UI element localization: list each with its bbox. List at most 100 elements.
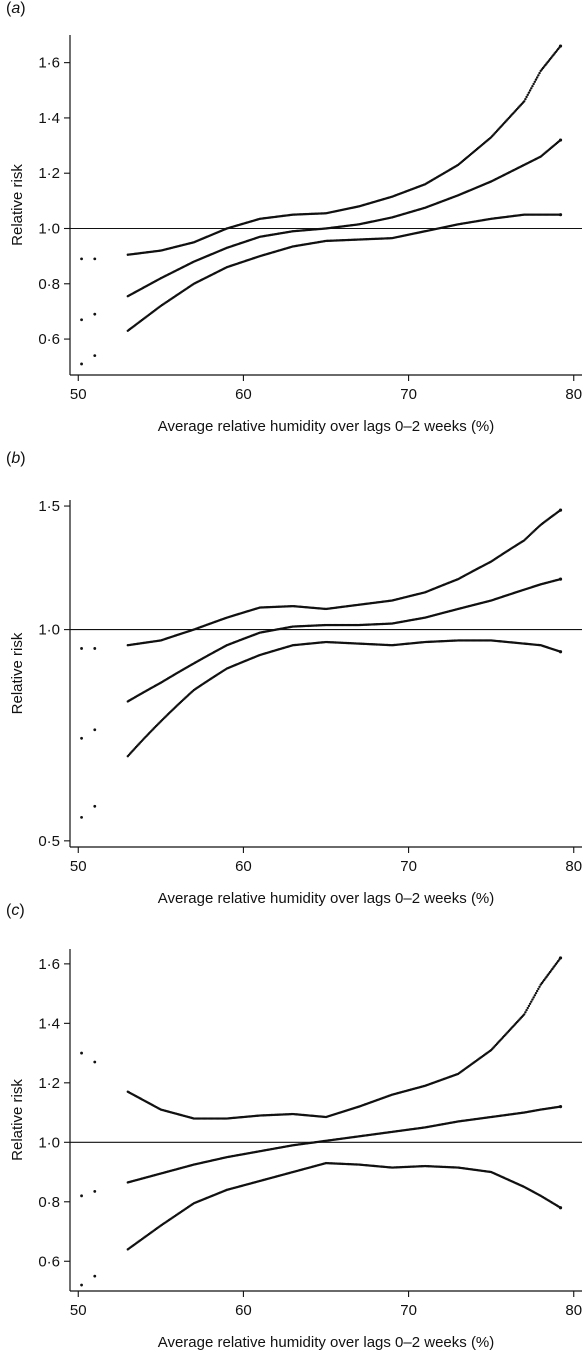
- x-tick-label: 60: [235, 858, 252, 875]
- data-point: [535, 989, 539, 993]
- data-point: [527, 91, 531, 94]
- data-point: [533, 994, 537, 997]
- series-lower: [80, 213, 563, 366]
- x-tick-label: 60: [235, 386, 252, 403]
- data-point: [558, 44, 563, 48]
- data-point: [531, 998, 534, 1001]
- data-point: [558, 577, 563, 581]
- series-upper: [80, 44, 563, 261]
- panel-label-a: (a): [6, 0, 26, 17]
- x-axis-title: Average relative humidity over lags 0–2 …: [158, 1334, 495, 1351]
- data-point: [80, 257, 83, 261]
- y-tick-label: 1·6: [38, 956, 60, 973]
- data-point: [558, 1206, 563, 1210]
- x-tick-label: 80: [565, 858, 582, 875]
- data-point: [535, 76, 539, 79]
- data-point: [522, 100, 526, 103]
- y-tick-label: 1·5: [38, 498, 60, 515]
- x-tick-label: 50: [70, 858, 87, 875]
- data-point: [526, 1006, 529, 1010]
- data-point: [534, 991, 538, 995]
- data-point: [558, 138, 563, 142]
- data-point: [558, 956, 563, 960]
- x-tick-label: 70: [400, 858, 417, 875]
- data-point: [93, 354, 97, 358]
- y-tick-label: 0·6: [38, 1253, 60, 1270]
- panel-label-c: (c): [6, 902, 25, 919]
- data-point: [537, 987, 540, 991]
- series-estimate: [80, 1105, 563, 1198]
- data-point: [93, 728, 97, 732]
- data-point: [93, 804, 97, 808]
- x-tick-label: 50: [70, 386, 87, 403]
- chart-b: 0·5 1·0 1·5 50 60 70 80 Average relative humidi…: [9, 498, 582, 907]
- y-tick-label: 1·2: [38, 165, 60, 182]
- data-point: [525, 95, 528, 99]
- data-point: [525, 1008, 528, 1012]
- x-tick-label: 80: [565, 386, 582, 403]
- series-upper: [80, 956, 563, 1120]
- data-point: [528, 1002, 532, 1006]
- chart-panel-a: (a) 0·6 0·8 1·0 1·2 1·4 1·6 50 60 70 80 Average re…: [0, 0, 584, 450]
- data-point: [80, 647, 83, 650]
- y-tick-label: 1·4: [38, 110, 60, 127]
- data-point: [524, 1011, 527, 1014]
- panel-label-b: (b): [6, 450, 26, 467]
- data-point: [80, 1283, 83, 1287]
- data-point: [531, 84, 534, 88]
- data-point: [93, 312, 97, 316]
- data-point: [538, 985, 541, 989]
- x-tick-label: 80: [565, 1302, 582, 1319]
- y-tick-label: 0·8: [38, 1194, 60, 1211]
- y-tick-label: 0·8: [38, 276, 60, 293]
- data-point: [93, 647, 97, 650]
- data-point: [537, 74, 540, 77]
- y-axis-title: Relative risk: [9, 164, 26, 246]
- data-point: [532, 82, 535, 86]
- data-point: [533, 80, 537, 83]
- data-point: [93, 1060, 97, 1064]
- y-tick-label: 0·6: [38, 331, 60, 348]
- y-tick-label: 1·0: [38, 622, 60, 639]
- series-estimate: [80, 138, 563, 322]
- data-point: [80, 1051, 83, 1055]
- x-tick-label: 60: [235, 1302, 252, 1319]
- x-axis-title: Average relative humidity over lags 0–2 …: [158, 890, 495, 907]
- data-point: [80, 318, 83, 322]
- data-point: [532, 996, 535, 999]
- x-tick-label: 50: [70, 1302, 87, 1319]
- chart-a: 0·6 0·8 1·0 1·2 1·4 1·6 50 60 70 80 Average relati…: [9, 35, 582, 435]
- y-tick-label: 1·0: [38, 1134, 60, 1151]
- data-point: [558, 650, 563, 654]
- data-point: [558, 1105, 563, 1109]
- chart-c: 0·6 0·8 1·0 1·2 1·4 1·6 50 60 70 80 Average relati…: [9, 949, 582, 1351]
- data-point: [80, 815, 83, 819]
- data-point: [93, 257, 97, 261]
- chart-panel-b: (b) 0·5 1·0 1·5 50 60 70 80 Average relative hu…: [0, 450, 584, 907]
- x-axis-title: Average relative humidity over lags 0–2 …: [158, 418, 495, 435]
- data-point: [80, 1194, 83, 1198]
- data-point: [524, 97, 527, 101]
- data-point: [534, 78, 538, 81]
- data-point: [80, 736, 83, 740]
- y-tick-label: 1·2: [38, 1075, 60, 1092]
- y-tick-label: 1·4: [38, 1015, 60, 1032]
- y-axis-title: Relative risk: [9, 1079, 26, 1161]
- data-point: [93, 1274, 97, 1278]
- x-tick-label: 70: [400, 1302, 417, 1319]
- data-point: [528, 89, 532, 92]
- chart-panel-c: (c) 0·6 0·8 1·0 1·2 1·4 1·6 50 60 70 80 Average re…: [0, 902, 584, 1354]
- y-tick-label: 1·6: [38, 55, 60, 72]
- data-point: [526, 93, 529, 97]
- data-point: [530, 87, 533, 90]
- series-estimate: [80, 577, 563, 740]
- data-point: [538, 71, 541, 75]
- series-lower: [80, 1161, 563, 1287]
- y-axis-title: Relative risk: [9, 632, 26, 714]
- y-tick-label: 1·0: [38, 220, 60, 237]
- data-point: [80, 362, 83, 366]
- data-point: [558, 508, 563, 512]
- data-point: [522, 1013, 526, 1016]
- data-point: [558, 213, 563, 217]
- y-tick-label: 0·5: [38, 833, 60, 850]
